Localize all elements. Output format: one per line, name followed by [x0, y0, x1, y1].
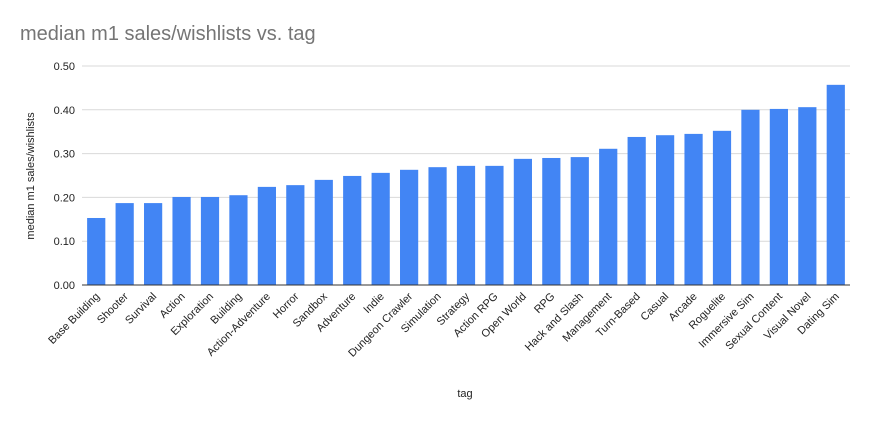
bar: [826, 84, 845, 285]
bar: [570, 157, 589, 285]
chart-title: median m1 sales/wishlists vs. tag: [20, 23, 316, 45]
x-axis-title: tag: [457, 388, 472, 400]
bar: [513, 158, 532, 285]
bar: [712, 130, 732, 285]
bar: [257, 186, 276, 285]
y-tick-label: 0.00: [54, 280, 75, 292]
bar: [599, 148, 618, 285]
bar: [229, 195, 248, 285]
bar: [200, 196, 220, 285]
bar: [343, 175, 362, 285]
bar: [485, 165, 504, 285]
bar: [400, 169, 419, 285]
y-axis-title: median m1 sales/wishlists: [25, 112, 37, 240]
bar: [769, 108, 788, 285]
bar: [627, 136, 646, 285]
bar: [428, 167, 447, 285]
bar: [741, 109, 760, 285]
bar: [684, 133, 703, 285]
y-tick-label: 0.40: [54, 105, 75, 117]
bar: [371, 172, 390, 285]
bar: [542, 157, 561, 285]
bar: [115, 203, 134, 285]
y-tick-label: 0.10: [54, 236, 75, 248]
y-tick-label: 0.50: [54, 61, 75, 73]
y-tick-label: 0.30: [54, 149, 75, 161]
bar: [144, 203, 163, 285]
bar: [172, 196, 191, 285]
bar: [656, 135, 675, 285]
y-tick-label: 0.20: [54, 192, 75, 204]
bar: [456, 165, 476, 285]
bar: [314, 179, 333, 285]
bar: [87, 217, 106, 285]
bar: [798, 107, 817, 285]
bar: [286, 185, 305, 285]
